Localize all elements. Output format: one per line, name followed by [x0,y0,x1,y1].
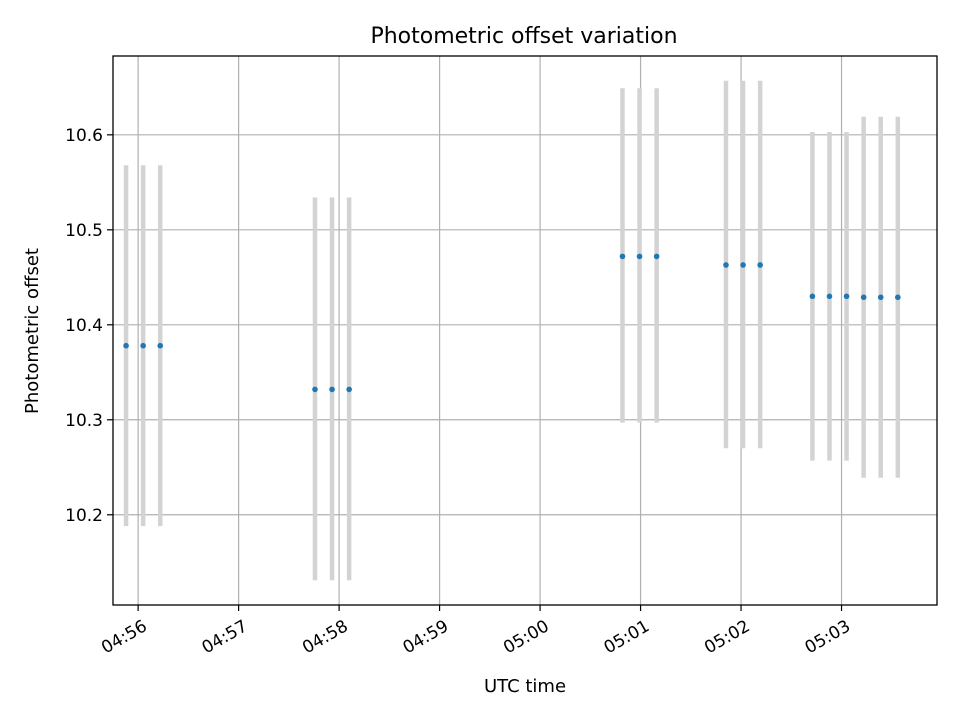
y-axis-label: Photometric offset [22,248,43,414]
data-point [757,262,763,268]
y-tick-label: 10.6 [65,126,103,146]
y-tick-label: 10.3 [65,411,103,431]
data-point [619,253,626,260]
data-point [723,262,729,268]
data-point [636,253,643,260]
data-point [843,293,850,300]
y-tick-label: 10.5 [65,221,103,241]
data-point [329,386,335,393]
data-point [157,342,164,349]
data-point [312,386,318,393]
y-axis-ticks: 10.2 10.3 10.4 10.5 10.6 [65,126,113,526]
data-point [140,342,146,349]
chart-title: Photometric offset variation [370,24,677,49]
data-point [346,386,352,393]
data-point [653,253,660,260]
data-point [877,294,884,301]
y-tick-label: 10.4 [65,316,103,336]
data-point [740,262,746,268]
plot-frame [112,55,938,606]
data-point [895,294,901,301]
data-point [809,293,816,300]
data-point [123,342,129,349]
y-grid [113,134,937,516]
data-points [123,253,901,393]
y-tick-label: 10.2 [65,506,103,526]
data-point [826,293,833,300]
data-point [860,294,867,301]
x-axis-label: UTC time [484,676,566,697]
plot-area [113,56,937,605]
